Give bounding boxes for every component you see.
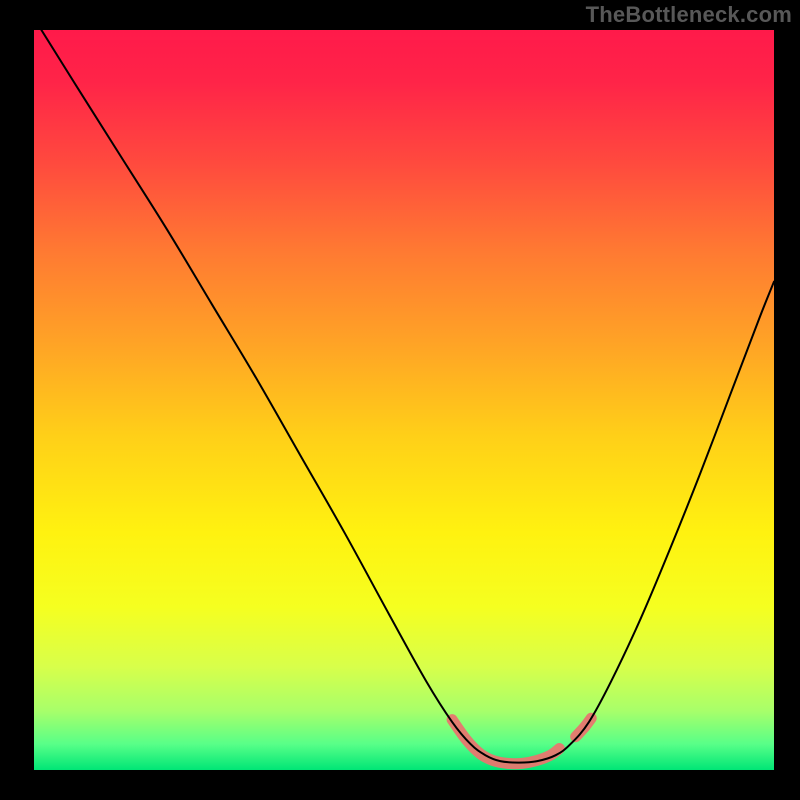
- chart-background: [34, 30, 774, 770]
- watermark-text: TheBottleneck.com: [586, 2, 792, 28]
- plot-area: [34, 30, 774, 770]
- chart-frame: TheBottleneck.com: [0, 0, 800, 800]
- bottleneck-curve-chart: [34, 30, 774, 770]
